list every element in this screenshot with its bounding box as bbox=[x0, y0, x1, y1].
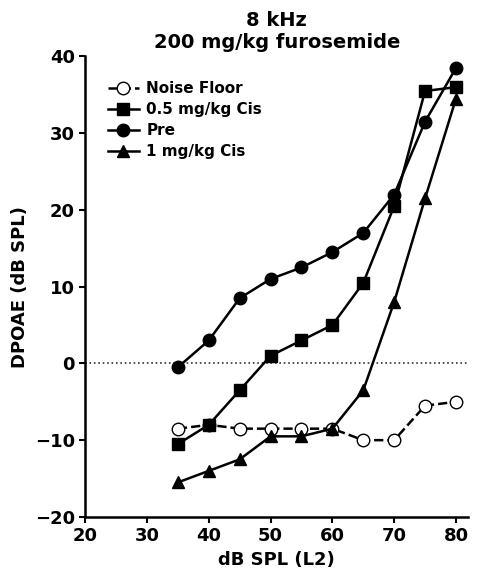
1 mg/kg Cis bbox=[268, 433, 274, 440]
Legend: Noise Floor, 0.5 mg/kg Cis, Pre, 1 mg/kg Cis: Noise Floor, 0.5 mg/kg Cis, Pre, 1 mg/kg… bbox=[100, 73, 270, 167]
Noise Floor bbox=[391, 437, 397, 444]
1 mg/kg Cis bbox=[299, 433, 304, 440]
0.5 mg/kg Cis bbox=[329, 321, 335, 328]
Noise Floor bbox=[329, 425, 335, 432]
0.5 mg/kg Cis bbox=[422, 88, 428, 95]
1 mg/kg Cis bbox=[453, 95, 459, 102]
Line: Noise Floor: Noise Floor bbox=[172, 396, 462, 447]
Line: Pre: Pre bbox=[172, 61, 462, 374]
0.5 mg/kg Cis bbox=[237, 387, 242, 394]
X-axis label: dB SPL (L2): dB SPL (L2) bbox=[218, 551, 335, 569]
Pre bbox=[422, 118, 428, 125]
Noise Floor bbox=[360, 437, 366, 444]
0.5 mg/kg Cis bbox=[268, 352, 274, 359]
0.5 mg/kg Cis bbox=[391, 202, 397, 209]
1 mg/kg Cis bbox=[329, 425, 335, 432]
Pre bbox=[268, 276, 274, 282]
Pre bbox=[175, 364, 181, 371]
Noise Floor bbox=[206, 421, 212, 428]
0.5 mg/kg Cis bbox=[360, 280, 366, 287]
Noise Floor bbox=[175, 425, 181, 432]
Line: 0.5 mg/kg Cis: 0.5 mg/kg Cis bbox=[172, 81, 462, 450]
Noise Floor bbox=[299, 425, 304, 432]
1 mg/kg Cis bbox=[360, 387, 366, 394]
Pre bbox=[453, 64, 459, 71]
0.5 mg/kg Cis bbox=[206, 421, 212, 428]
0.5 mg/kg Cis bbox=[175, 441, 181, 448]
0.5 mg/kg Cis bbox=[453, 84, 459, 90]
1 mg/kg Cis bbox=[237, 456, 242, 463]
Noise Floor bbox=[237, 425, 242, 432]
Pre bbox=[329, 249, 335, 256]
0.5 mg/kg Cis bbox=[299, 337, 304, 344]
Pre bbox=[206, 337, 212, 344]
Title: 8 kHz
200 mg/kg furosemide: 8 kHz 200 mg/kg furosemide bbox=[154, 11, 400, 52]
Y-axis label: DPOAE (dB SPL): DPOAE (dB SPL) bbox=[11, 206, 29, 368]
Noise Floor bbox=[268, 425, 274, 432]
1 mg/kg Cis bbox=[391, 299, 397, 306]
1 mg/kg Cis bbox=[206, 467, 212, 474]
Pre bbox=[391, 191, 397, 198]
1 mg/kg Cis bbox=[422, 195, 428, 202]
Noise Floor bbox=[453, 398, 459, 405]
Noise Floor bbox=[422, 402, 428, 409]
Pre bbox=[237, 295, 242, 302]
Pre bbox=[360, 230, 366, 237]
Line: 1 mg/kg Cis: 1 mg/kg Cis bbox=[172, 92, 462, 488]
1 mg/kg Cis bbox=[175, 479, 181, 486]
Pre bbox=[299, 264, 304, 271]
